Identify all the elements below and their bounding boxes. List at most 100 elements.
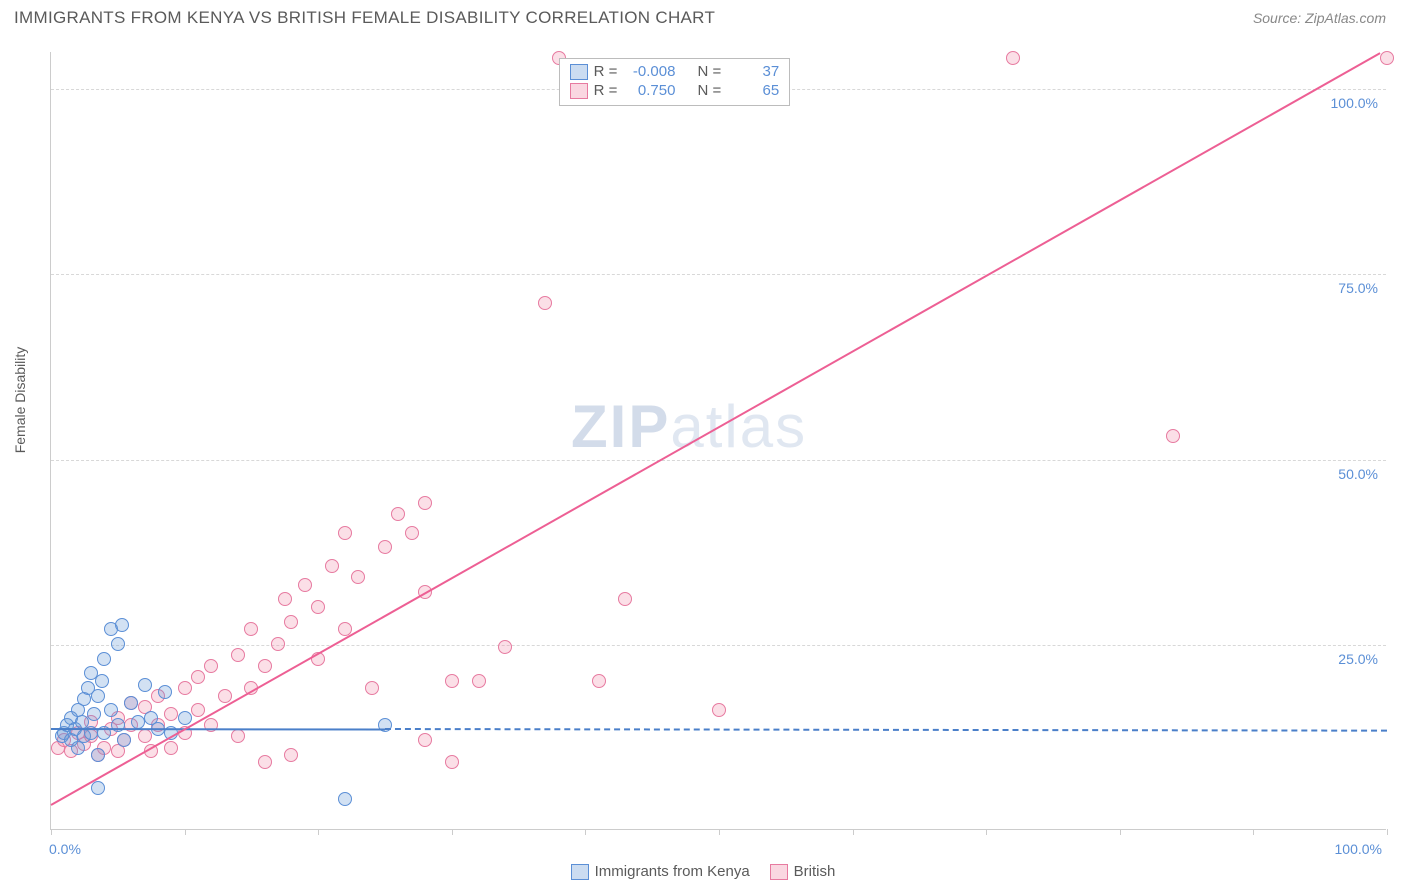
scatter-chart: ZIPatlas 25.0%50.0%75.0%100.0%0.0%100.0%… — [50, 52, 1386, 830]
data-point — [204, 659, 218, 673]
data-point — [258, 659, 272, 673]
data-point — [472, 674, 486, 688]
data-point — [231, 648, 245, 662]
data-point — [378, 540, 392, 554]
data-point — [164, 741, 178, 755]
x-tick — [853, 829, 854, 835]
y-tick-label: 50.0% — [1338, 466, 1378, 482]
trend-line-blue-dash — [385, 728, 1387, 732]
swatch-blue-icon — [570, 64, 588, 80]
data-point — [418, 496, 432, 510]
data-point — [258, 755, 272, 769]
y-tick-label: 25.0% — [1338, 651, 1378, 667]
data-point — [244, 622, 258, 636]
data-point — [298, 578, 312, 592]
data-point — [365, 681, 379, 695]
x-tick — [1253, 829, 1254, 835]
data-point — [115, 618, 129, 632]
legend-label: British — [794, 863, 836, 880]
data-point — [592, 674, 606, 688]
data-point — [538, 296, 552, 310]
data-point — [338, 526, 352, 540]
data-point — [311, 600, 325, 614]
data-point — [618, 592, 632, 606]
data-point — [712, 703, 726, 717]
data-point — [97, 652, 111, 666]
data-point — [138, 729, 152, 743]
data-point — [405, 526, 419, 540]
x-tick — [1387, 829, 1388, 835]
x-tick — [986, 829, 987, 835]
data-point — [191, 703, 205, 717]
data-point — [164, 707, 178, 721]
data-point — [338, 792, 352, 806]
data-point — [1380, 51, 1394, 65]
data-point — [95, 674, 109, 688]
data-point — [124, 696, 138, 710]
x-tick — [51, 829, 52, 835]
data-point — [117, 733, 131, 747]
data-point — [325, 559, 339, 573]
data-point — [278, 592, 292, 606]
data-point — [111, 637, 125, 651]
n-value: 37 — [727, 63, 779, 80]
source-attribution: Source: ZipAtlas.com — [1253, 10, 1386, 26]
trend-line-pink — [51, 52, 1381, 806]
y-tick-label: 100.0% — [1331, 95, 1378, 111]
data-point — [445, 755, 459, 769]
data-point — [498, 640, 512, 654]
legend-item-kenya: Immigrants from Kenya — [571, 863, 750, 880]
data-point — [391, 507, 405, 521]
trend-line-blue — [51, 728, 385, 731]
data-point — [231, 729, 245, 743]
gridline — [51, 645, 1386, 646]
x-axis-left-label: 0.0% — [49, 841, 81, 857]
data-point — [91, 689, 105, 703]
y-axis-label: Female Disability — [12, 347, 28, 454]
data-point — [445, 674, 459, 688]
data-point — [111, 718, 125, 732]
n-label: N = — [697, 82, 721, 99]
gridline — [51, 274, 1386, 275]
data-point — [91, 781, 105, 795]
data-point — [131, 715, 145, 729]
r-label: R = — [594, 63, 618, 80]
swatch-pink-icon — [770, 864, 788, 880]
swatch-pink-icon — [570, 83, 588, 99]
n-label: N = — [697, 63, 721, 80]
y-tick-label: 75.0% — [1338, 280, 1378, 296]
data-point — [87, 707, 101, 721]
legend-row: R = 0.750 N = 65 — [570, 82, 780, 99]
data-point — [418, 733, 432, 747]
data-point — [104, 703, 118, 717]
x-tick — [318, 829, 319, 835]
x-tick — [719, 829, 720, 835]
data-point — [158, 685, 172, 699]
r-label: R = — [594, 82, 618, 99]
r-value: -0.008 — [623, 63, 675, 80]
swatch-blue-icon — [571, 864, 589, 880]
legend-row: R = -0.008 N = 37 — [570, 63, 780, 80]
x-tick — [585, 829, 586, 835]
watermark: ZIPatlas — [571, 392, 807, 461]
data-point — [271, 637, 285, 651]
data-point — [191, 670, 205, 684]
data-point — [284, 615, 298, 629]
legend-item-british: British — [770, 863, 836, 880]
legend-label: Immigrants from Kenya — [595, 863, 750, 880]
data-point — [218, 689, 232, 703]
data-point — [178, 711, 192, 725]
x-tick — [452, 829, 453, 835]
data-point — [1006, 51, 1020, 65]
data-point — [178, 681, 192, 695]
chart-title: IMMIGRANTS FROM KENYA VS BRITISH FEMALE … — [14, 8, 715, 28]
data-point — [91, 748, 105, 762]
data-point — [351, 570, 365, 584]
legend-bottom: Immigrants from Kenya British — [0, 863, 1406, 880]
data-point — [284, 748, 298, 762]
gridline — [51, 460, 1386, 461]
r-value: 0.750 — [623, 82, 675, 99]
n-value: 65 — [727, 82, 779, 99]
x-tick — [1120, 829, 1121, 835]
x-axis-right-label: 100.0% — [1335, 841, 1382, 857]
